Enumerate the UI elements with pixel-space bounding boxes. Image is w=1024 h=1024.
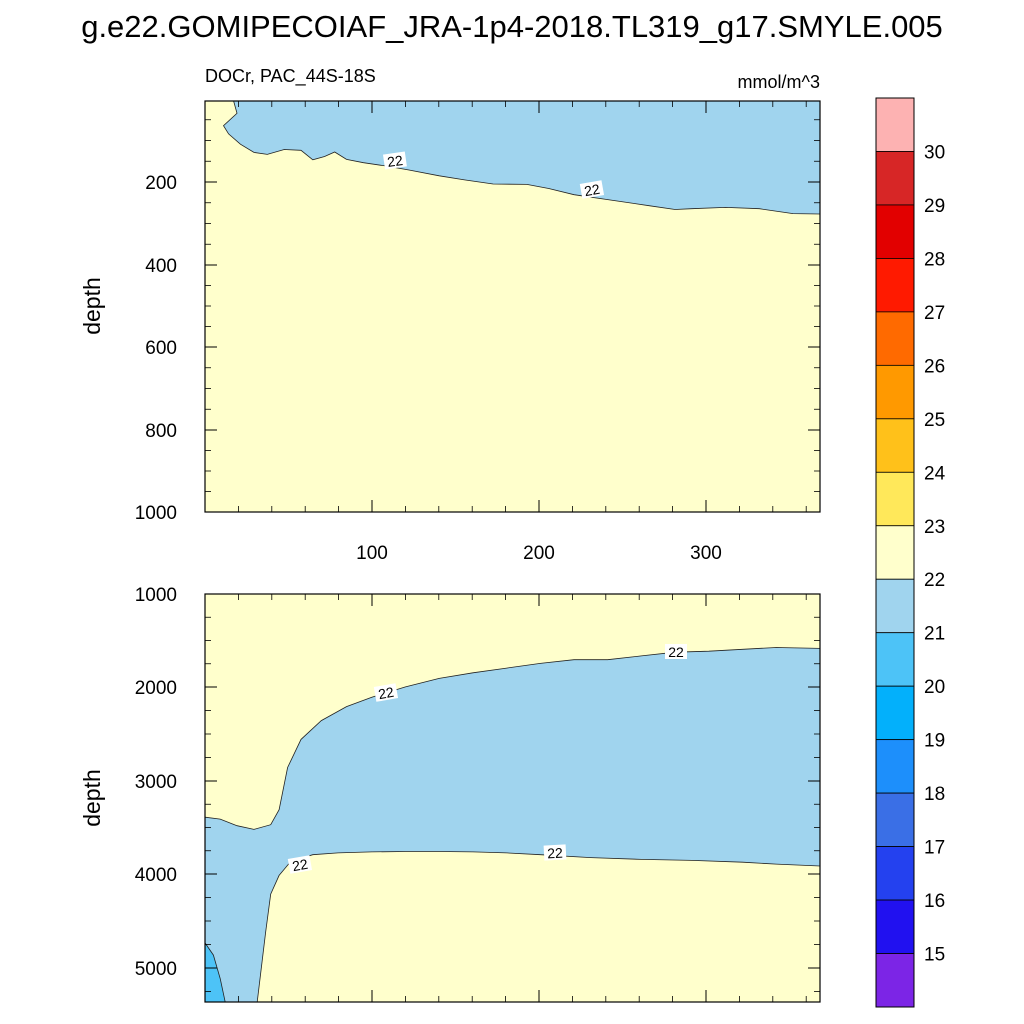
contour-label-text: 22 — [386, 152, 404, 170]
y-tick-label: 600 — [145, 338, 177, 359]
contour-label: 22 — [373, 683, 399, 702]
contour-label-box — [287, 855, 313, 874]
plot-frame — [204, 100, 821, 513]
panel-right-label: mmol/m^3 — [738, 72, 820, 92]
colorbar-box — [875, 578, 915, 634]
colorbar-label: 22 — [924, 570, 945, 591]
colorbar-label: 17 — [924, 838, 945, 859]
colorbar-label: 28 — [924, 249, 945, 270]
colorbar-box — [875, 418, 915, 473]
panel-left-label: DOCr, PAC_44S-18S — [205, 66, 376, 87]
colorbar-box — [875, 792, 915, 847]
colorbar-label: 21 — [924, 624, 945, 645]
colorbar-label: 16 — [924, 891, 945, 912]
contour-region-lower-1 — [205, 942, 226, 1002]
upper-panel: 200 400 600 800 1000 100 200 300 depth DOCr, PAC_… — [79, 66, 821, 564]
contour-label: 22 — [543, 844, 567, 862]
contour-label-box — [373, 683, 399, 702]
y-tick-label: 800 — [145, 421, 177, 442]
contour-label: 22 — [665, 644, 687, 660]
colorbar-label: 15 — [924, 945, 945, 966]
colorbar-label: 18 — [924, 784, 945, 805]
contour-label-text: 22 — [547, 845, 564, 862]
colorbar-box — [875, 97, 915, 152]
colorbar-frame — [875, 97, 915, 1008]
contour-label-box — [579, 180, 605, 199]
contour-label: 22 — [579, 180, 605, 199]
colorbar-label: 27 — [924, 303, 945, 324]
colorbar-box — [875, 525, 915, 580]
colorbar-label: 24 — [924, 463, 946, 484]
y-tick-label: 1000 — [135, 503, 177, 524]
colorbar-label: 20 — [924, 677, 945, 698]
colorbar-label: 19 — [924, 731, 945, 752]
plot-frame — [204, 593, 821, 1003]
colorbar-box — [875, 899, 915, 954]
colorbar-box — [875, 151, 915, 206]
figure-title: g.e22.GOMIPECOIAF_JRA-1p4-2018.TL319_g17… — [81, 9, 943, 44]
colorbar-box — [875, 364, 915, 420]
x-tick-label: 300 — [690, 543, 722, 564]
colorbar-box — [875, 953, 915, 1008]
lower-panel: 1000 2000 3000 4000 5000 depth 22 22 22 22 — [79, 585, 821, 1003]
colorbar-box — [875, 258, 915, 313]
x-tick-label: 200 — [523, 543, 555, 564]
y-axis-label: depth — [79, 277, 105, 335]
colorbar-label: 29 — [924, 196, 945, 217]
colorbar-label: 30 — [924, 142, 945, 163]
y-tick-label: 2000 — [135, 678, 177, 699]
y-tick-label: 200 — [145, 173, 177, 194]
x-tick-label: 100 — [356, 543, 388, 564]
contour-label: 22 — [382, 151, 407, 170]
colorbar: 30 29 28 27 26 25 24 23 22 21 20 19 18 17 16 15 — [875, 97, 946, 1008]
colorbar-label: 25 — [924, 410, 945, 431]
contour-label: 22 — [287, 855, 313, 874]
y-tick-label: 400 — [145, 256, 177, 277]
colorbar-box — [875, 685, 915, 741]
contour-label-text: 22 — [291, 856, 309, 874]
y-tick-label: 4000 — [135, 865, 177, 886]
colorbar-box — [875, 311, 915, 366]
colorbar-box — [875, 739, 915, 794]
contour-label-text: 22 — [583, 181, 601, 199]
colorbar-box — [875, 632, 915, 687]
contour-label-box — [665, 644, 687, 659]
contour-region-upper-0 — [205, 101, 820, 215]
contour-label-text: 22 — [377, 684, 395, 702]
colorbar-label: 23 — [924, 517, 945, 538]
contour-regions — [205, 101, 820, 215]
colorbar-label: 26 — [924, 356, 945, 377]
contour-label-box — [543, 844, 567, 861]
colorbar-box — [875, 204, 915, 259]
y-tick-label: 1000 — [135, 585, 177, 606]
colorbar-box — [875, 471, 915, 527]
contour-label-box — [382, 151, 407, 170]
colorbar-box — [875, 846, 915, 901]
y-tick-label: 3000 — [135, 772, 177, 793]
y-tick-label: 5000 — [135, 959, 177, 980]
y-axis-label: depth — [79, 769, 105, 827]
contour-label-text: 22 — [668, 644, 684, 660]
